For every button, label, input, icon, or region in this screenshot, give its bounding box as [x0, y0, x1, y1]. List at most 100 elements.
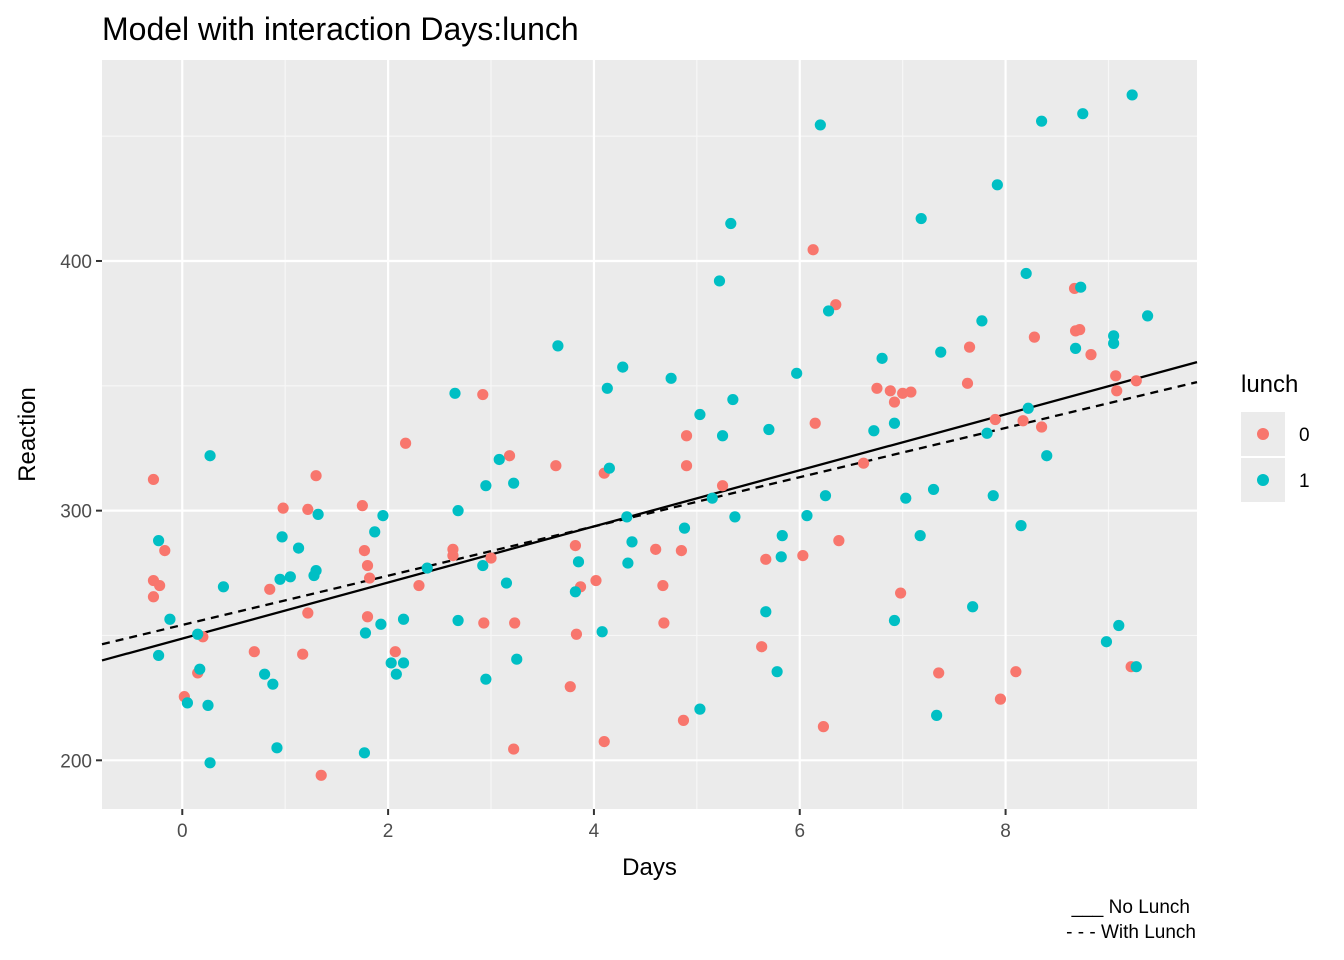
data-point-lunch-0	[756, 641, 768, 653]
data-point-lunch-1	[822, 305, 835, 317]
data-point-lunch-1	[493, 453, 505, 466]
data-point-lunch-1	[181, 697, 194, 709]
data-point-lunch-1	[976, 315, 988, 327]
data-point-lunch-0	[1130, 375, 1142, 387]
data-point-lunch-1	[1100, 636, 1113, 648]
data-point-lunch-0	[389, 646, 401, 658]
y-tick-label: 200	[60, 751, 92, 772]
data-point-lunch-0	[760, 553, 772, 565]
data-point-lunch-0	[680, 460, 693, 472]
data-point-lunch-1	[202, 699, 214, 711]
data-point-lunch-1	[500, 577, 513, 589]
data-point-lunch-1	[776, 530, 788, 542]
data-point-lunch-0	[356, 500, 368, 512]
data-point-lunch-1	[511, 653, 523, 665]
caption-with-lunch: - - - With Lunch	[1066, 922, 1196, 943]
data-point-lunch-0	[361, 559, 374, 572]
data-point-lunch-1	[1015, 520, 1027, 532]
data-point-lunch-1	[358, 747, 371, 759]
data-point-lunch-1	[622, 557, 634, 569]
data-point-lunch-1	[572, 556, 585, 568]
data-point-lunch-1	[477, 559, 489, 572]
data-point-lunch-0	[1085, 349, 1097, 361]
data-point-lunch-1	[601, 382, 613, 394]
data-point-lunch-1	[927, 483, 940, 496]
data-point-lunch-0	[315, 769, 327, 781]
legend-swatch-1	[1257, 474, 1269, 486]
legend-swatch-0	[1257, 428, 1269, 440]
data-point-lunch-0	[550, 460, 562, 472]
data-point-lunch-0	[564, 681, 576, 693]
data-point-lunch-1	[194, 663, 206, 675]
data-point-lunch-1	[204, 757, 216, 769]
data-point-lunch-1	[617, 361, 629, 373]
data-point-lunch-1	[377, 510, 389, 522]
chart-title: Model with interaction Days:lunch	[102, 11, 579, 47]
data-point-lunch-0	[817, 721, 830, 733]
data-point-lunch-0	[871, 382, 883, 394]
data-point-lunch-0	[897, 387, 909, 399]
data-point-lunch-1	[390, 668, 402, 680]
data-point-lunch-1	[981, 427, 993, 439]
x-tick-label: 4	[589, 821, 600, 842]
data-point-lunch-1	[900, 492, 912, 504]
data-point-lunch-0	[989, 413, 1001, 426]
data-point-lunch-0	[884, 385, 896, 397]
data-point-lunch-1	[1036, 115, 1048, 127]
data-point-lunch-1	[763, 423, 775, 436]
data-point-lunch-0	[302, 503, 314, 515]
data-point-lunch-0	[310, 470, 322, 482]
data-point-lunch-1	[421, 562, 433, 574]
data-point-lunch-0	[1036, 421, 1048, 433]
data-point-lunch-0	[1110, 370, 1122, 382]
data-point-lunch-1	[1130, 661, 1142, 673]
data-point-lunch-1	[1113, 619, 1125, 632]
fit-line-with-lunch	[101, 380, 1198, 646]
data-point-lunch-1	[369, 526, 381, 538]
data-point-lunch-0	[509, 617, 521, 629]
data-point-lunch-1	[569, 586, 582, 598]
data-point-lunch-0	[994, 693, 1007, 705]
data-point-lunch-1	[967, 601, 979, 613]
data-point-lunch-1	[775, 551, 787, 563]
data-point-lunch-0	[675, 544, 688, 557]
data-point-lunch-0	[833, 535, 845, 547]
data-point-lunch-1	[694, 408, 706, 421]
data-point-lunch-1	[1041, 450, 1053, 462]
x-tick-label: 2	[383, 821, 394, 842]
data-point-lunch-0	[857, 457, 870, 469]
data-point-lunch-1	[987, 490, 999, 502]
data-point-lunch-1	[312, 508, 324, 520]
axes: 0 2 4 6 8 200 300 400	[60, 252, 1011, 842]
data-point-lunch-1	[626, 536, 638, 548]
data-point-lunch-1	[1022, 402, 1034, 414]
data-point-lunch-1	[274, 573, 286, 585]
data-point-lunch-1	[706, 492, 718, 504]
data-point-lunch-1	[1020, 267, 1032, 280]
grid	[102, 60, 1197, 809]
x-tick-label: 8	[1000, 821, 1011, 842]
data-point-lunch-0	[147, 473, 160, 486]
data-point-lunch-0	[413, 579, 425, 592]
data-point-lunch-0	[905, 386, 917, 398]
data-point-lunch-0	[1111, 385, 1123, 397]
data-point-lunch-1	[397, 657, 410, 669]
data-point-lunch-1	[716, 430, 729, 442]
data-point-lunch-1	[452, 614, 464, 627]
data-point-lunch-1	[868, 425, 880, 437]
data-point-lunch-0	[297, 648, 309, 660]
y-tick-label: 400	[60, 252, 92, 273]
data-point-lunch-0	[159, 544, 171, 557]
data-point-lunch-1	[678, 522, 691, 534]
fit-lines	[101, 360, 1198, 662]
data-point-lunch-1	[596, 626, 608, 638]
caption-no-lunch: ___ No Lunch	[1071, 897, 1190, 918]
data-point-lunch-1	[1077, 108, 1089, 120]
data-point-lunch-1	[876, 352, 888, 364]
x-axis-title: Days	[622, 854, 677, 881]
data-point-lunch-1	[729, 511, 741, 523]
data-point-lunch-1	[552, 340, 564, 352]
data-point-lunch-1	[480, 480, 492, 492]
data-point-lunch-0	[399, 437, 412, 449]
x-tick-label: 6	[794, 821, 805, 842]
